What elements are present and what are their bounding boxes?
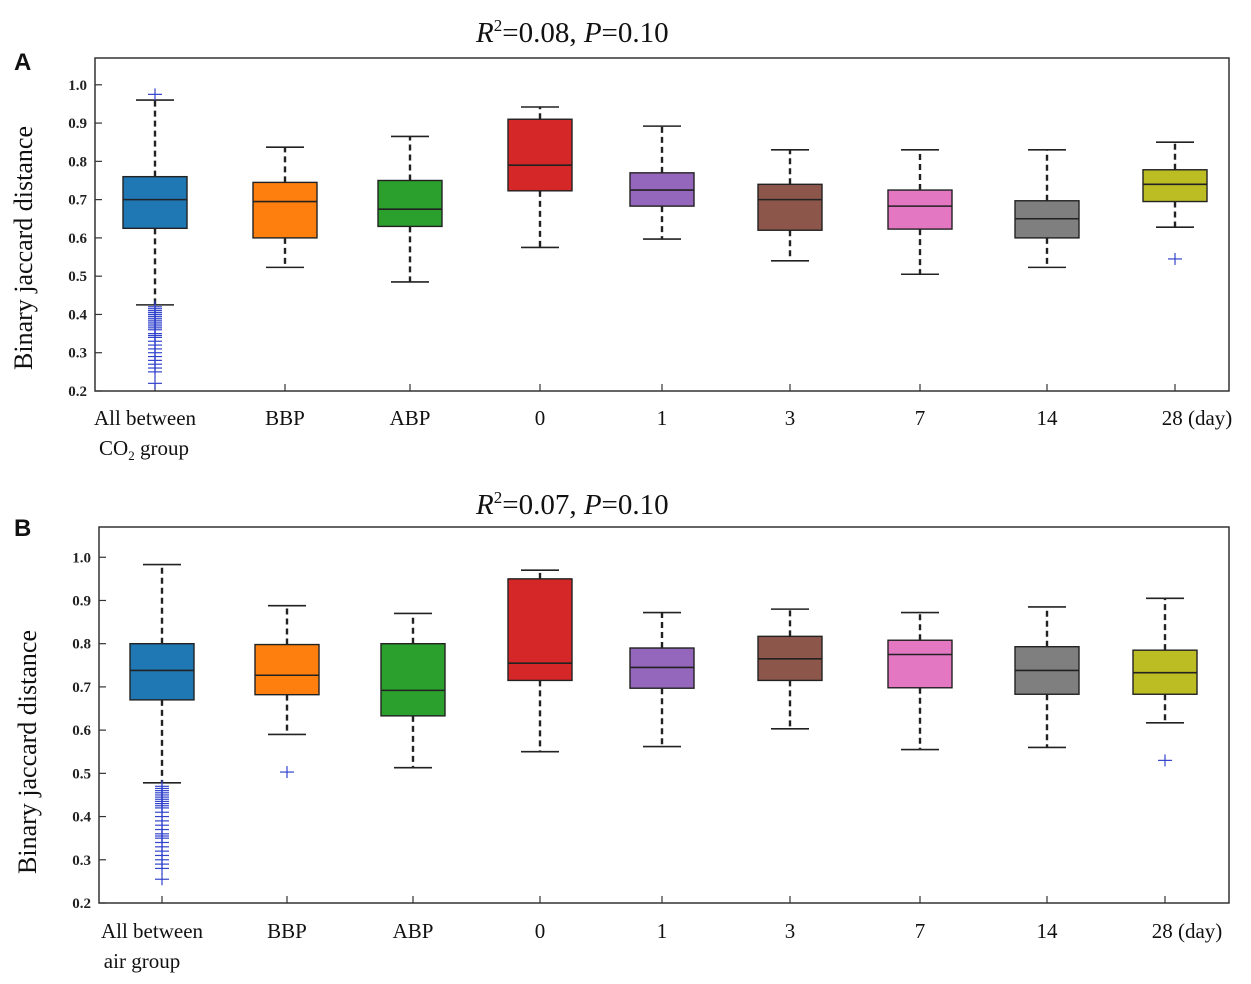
panel-a-y-tick-label: 1.0 (68, 78, 87, 94)
panel-a-x-tick-label: ABP (390, 406, 431, 430)
panel-a-box-28-day-flier (1168, 252, 1182, 265)
panel-a-first-label-tail: group (135, 436, 189, 460)
panel-b-y-tick-label: 0.2 (72, 896, 91, 912)
panel-a-box-all-between-flier (148, 88, 162, 101)
panel-a-y-tick-label: 0.6 (68, 231, 87, 247)
panel-a-title-r-sup: 2 (494, 16, 503, 35)
panel-a-plot-area: 0.2 0.3 0.4 0.5 0.6 0.7 0.8 0.9 1.0 (68, 78, 1208, 400)
panel-a-box-abp-box (377, 179, 443, 228)
panel-a-x-tick-label: 3 (785, 406, 796, 430)
panel-b-y-axis-label: Binary jaccard distance (13, 630, 42, 874)
panel-a-box-bbp-box (252, 181, 318, 239)
panel-b-y-tick-label: 0.6 (72, 723, 91, 739)
panel-b-y-tick-label: 0.9 (72, 593, 91, 609)
panel-a-y-tick-label: 0.9 (68, 116, 87, 132)
panel-a-y-tick-label: 0.3 (68, 346, 87, 362)
panel-a-first-label-co: CO (99, 436, 128, 460)
panel-a-y-axis-label: Binary jaccard distance (9, 126, 38, 370)
panel-a-title-p-value: =0.10 (602, 17, 669, 49)
panel-b-frame (98, 526, 1230, 904)
panel-b-x-tick-label: BBP (267, 919, 307, 943)
panel-a: A R2=0.08, P=0.10 Binary jaccard distanc… (9, 16, 1232, 463)
panel-a-first-label-line2: CO2 group (99, 436, 189, 463)
panel-b-x-tick-label: All between (101, 919, 204, 943)
panel-b-x-tick-label: ABP (393, 919, 434, 943)
panel-a-box-all-between-flier (148, 377, 162, 390)
panel-a-x-tick-label: 0 (535, 406, 546, 430)
panel-a-box-all-between-flier (148, 365, 162, 378)
panel-a-box-all-between-box (122, 175, 188, 230)
panel-a-box-0-box (507, 118, 573, 192)
panel-b-box-abp-box (380, 642, 446, 717)
panel-a-y-tick-label: 0.4 (68, 307, 87, 323)
panel-a-y-tick-label: 0.8 (68, 154, 87, 170)
panel-a-x-tick-label: 1 (657, 406, 668, 430)
panel-b-box-7-box (887, 639, 953, 689)
panel-letter-a: A (14, 49, 31, 76)
panel-b-title-r: R (475, 489, 494, 521)
panel-a-y-tick-label: 0.2 (68, 384, 87, 400)
panel-a-x-tick-label: 28 (day) (1162, 406, 1233, 430)
panel-b-plot-area: 0.2 0.3 0.4 0.5 0.6 0.7 0.8 0.9 1.0 (72, 550, 1198, 912)
panel-b-title: R2=0.07, P=0.10 (475, 488, 669, 521)
panel-a-first-label-sub: 2 (128, 448, 135, 463)
panel-b-y-tick-label: 0.8 (72, 637, 91, 653)
panel-b-box-all-between-flier (155, 862, 169, 875)
panel-a-title-r2-value: =0.08, (502, 17, 584, 49)
panel-b-x-tick-label: 1 (657, 919, 668, 943)
panel-b-box-all-between-flier (155, 873, 169, 886)
panel-a-title: R2=0.08, P=0.10 (475, 16, 669, 49)
panel-b-x-tick-label: 3 (785, 919, 796, 943)
panel-a-box-3-box (757, 183, 823, 231)
panel-b-title-r2-value: =0.07, (502, 489, 584, 521)
panel-b-x-tick-label: 0 (535, 919, 546, 943)
panel-b-box-28-day-flier (1158, 754, 1172, 767)
panel-a-box-28-day-box (1142, 169, 1208, 203)
panel-b-x-tick-label: 7 (915, 919, 926, 943)
panel-a-title-r: R (475, 17, 494, 49)
panel-b-box-bbp-box (254, 643, 320, 696)
panel-b-title-p: P (583, 489, 602, 521)
panel-b-x-tick-labels: All between BBP ABP 0 1 3 7 14 28 (day) (101, 919, 1222, 943)
panel-b-y-tick-label: 0.7 (72, 680, 91, 696)
panel-b-y-tick-label: 0.3 (72, 853, 91, 869)
panel-b-x-tick-label: 14 (1037, 919, 1059, 943)
panel-b-box-all-between-box (129, 642, 195, 701)
panel-a-y-tick-label: 0.7 (68, 193, 87, 209)
panel-a-x-tick-label: All between (94, 406, 197, 430)
panel-b-y-tick-label: 0.4 (72, 810, 91, 826)
panel-b-title-p-value: =0.10 (602, 489, 669, 521)
panel-b-x-tick-label: 28 (day) (1152, 919, 1223, 943)
panel-a-box-7-box (887, 189, 953, 230)
panel-a-x-tick-labels: All between BBP ABP 0 1 3 7 14 28 (day) (94, 406, 1232, 430)
panel-b-box-0-box (507, 578, 573, 682)
panel-b-first-label-line2: air group (104, 949, 180, 973)
panel-a-title-p: P (583, 17, 602, 49)
panel-letter-b: B (14, 515, 31, 542)
panel-b-title-r-sup: 2 (494, 488, 503, 507)
panel-a-x-tick-label: BBP (265, 406, 305, 430)
panel-a-x-tick-label: 14 (1037, 406, 1059, 430)
panel-b-y-tick-label: 0.5 (72, 766, 91, 782)
panel-b-box-bbp-flier (280, 766, 294, 779)
panel-b: B R2=0.07, P=0.10 Binary jaccard distanc… (13, 488, 1230, 973)
panel-a-frame (94, 57, 1230, 392)
panel-a-y-tick-label: 0.5 (68, 269, 87, 285)
panel-b-y-tick-label: 1.0 (72, 550, 91, 566)
panel-a-x-tick-label: 7 (915, 406, 926, 430)
